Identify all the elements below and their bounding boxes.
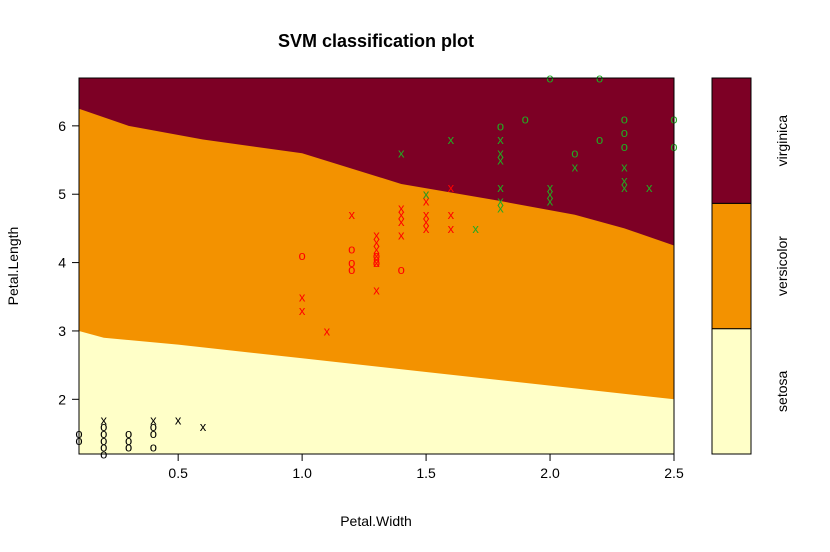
legend-label-versicolor: versicolor	[774, 236, 790, 296]
point-versicolor-support-vector: x	[423, 187, 430, 202]
point-versicolor-support-vector: x	[324, 323, 331, 338]
x-tick-label: 1.5	[416, 465, 436, 481]
point-versicolor-support-vector: x	[373, 235, 380, 250]
y-axis: 2 3 4 5 6	[58, 118, 80, 407]
point-setosa-observation: o	[125, 433, 132, 448]
point-versicolor-observation: o	[373, 255, 380, 270]
point-virginica-support-vector: x	[448, 132, 455, 147]
point-setosa-observation: o	[125, 426, 132, 441]
point-virginica-support-vector: x	[497, 153, 504, 168]
legend-label-virginica: virginica	[774, 115, 790, 167]
point-versicolor-support-vector: x	[373, 282, 380, 297]
point-versicolor-support-vector: x	[348, 207, 355, 222]
point-virginica-observation: o	[522, 112, 529, 127]
y-tick-label: 2	[58, 391, 66, 407]
point-setosa-observation: o	[125, 440, 132, 455]
point-versicolor-observation: o	[348, 255, 355, 270]
point-versicolor-support-vector: x	[448, 180, 455, 195]
point-versicolor-support-vector: x	[423, 221, 430, 236]
y-tick-label: 5	[58, 186, 66, 202]
point-versicolor-observation: o	[398, 262, 405, 277]
point-virginica-observation: o	[621, 139, 628, 154]
point-virginica-observation: o	[571, 146, 578, 161]
x-axis-label: Petal.Width	[340, 513, 412, 529]
point-setosa-support-vector: x	[200, 419, 207, 434]
y-axis-label: Petal.Length	[5, 227, 21, 306]
y-tick-label: 6	[58, 118, 66, 134]
point-virginica-support-vector: x	[472, 221, 479, 236]
point-versicolor-support-vector: x	[373, 255, 380, 270]
color-key-legend: setosa versicolor virginica	[711, 77, 790, 455]
y-tick-label: 3	[58, 323, 66, 339]
legend-swatch-setosa	[711, 328, 752, 455]
legend-swatch-virginica	[711, 77, 752, 204]
point-virginica-observation: o	[621, 112, 628, 127]
x-tick-label: 1.0	[292, 465, 312, 481]
point-setosa-observation: o	[150, 440, 157, 455]
point-virginica-support-vector: x	[497, 194, 504, 209]
legend-swatch-versicolor	[711, 202, 752, 330]
point-versicolor-support-vector: x	[373, 228, 380, 243]
point-setosa-observation: o	[150, 426, 157, 441]
chart-title: SVM classification plot	[278, 31, 474, 51]
point-versicolor-observation: o	[348, 241, 355, 256]
point-versicolor-support-vector: x	[373, 241, 380, 256]
point-virginica-support-vector: x	[547, 194, 554, 209]
point-versicolor-support-vector: x	[423, 207, 430, 222]
point-setosa-observation: o	[100, 433, 107, 448]
point-virginica-observation: o	[596, 132, 603, 147]
point-setosa-support-vector: x	[150, 412, 157, 427]
point-versicolor-support-vector: x	[398, 207, 405, 222]
point-versicolor-support-vector: x	[299, 289, 306, 304]
point-setosa-support-vector: x	[101, 412, 108, 427]
point-versicolor-observation: o	[299, 248, 306, 263]
point-setosa-observation: o	[100, 419, 107, 434]
point-versicolor-observation: o	[348, 262, 355, 277]
point-setosa-support-vector: x	[175, 412, 182, 427]
point-virginica-support-vector: x	[547, 180, 554, 195]
point-virginica-support-vector: x	[547, 187, 554, 202]
x-axis: 0.5 1.0 1.5 2.0 2.5	[168, 453, 684, 481]
point-setosa-observation: o	[100, 426, 107, 441]
point-virginica-support-vector: x	[497, 132, 504, 147]
region-setosa	[79, 330, 674, 454]
point-virginica-support-vector: x	[497, 180, 504, 195]
legend-label-setosa: setosa	[774, 370, 790, 411]
decision-regions	[79, 78, 674, 454]
point-virginica-support-vector: x	[423, 187, 430, 202]
point-versicolor-support-vector: x	[398, 200, 405, 215]
point-setosa-observation: o	[150, 419, 157, 434]
x-tick-label: 2.5	[664, 465, 684, 481]
point-versicolor-support-vector: x	[299, 303, 306, 318]
x-tick-label: 0.5	[168, 465, 188, 481]
point-versicolor-support-vector: x	[398, 214, 405, 229]
point-virginica-support-vector: x	[398, 146, 405, 161]
point-virginica-support-vector: x	[497, 146, 504, 161]
point-setosa-observation: o	[100, 440, 107, 455]
point-virginica-observation: o	[497, 118, 504, 133]
point-versicolor-support-vector: x	[448, 207, 455, 222]
point-virginica-support-vector: x	[621, 180, 628, 195]
point-versicolor-support-vector: x	[373, 248, 380, 263]
point-virginica-support-vector: x	[646, 180, 653, 195]
point-virginica-observation: o	[621, 125, 628, 140]
point-virginica-support-vector: x	[572, 159, 579, 174]
x-tick-label: 2.0	[540, 465, 560, 481]
point-virginica-support-vector: x	[621, 159, 628, 174]
point-versicolor-support-vector: x	[423, 214, 430, 229]
point-versicolor-support-vector: x	[398, 228, 405, 243]
y-tick-label: 4	[58, 255, 66, 271]
point-virginica-support-vector: x	[621, 173, 628, 188]
point-versicolor-support-vector: x	[448, 221, 455, 236]
point-versicolor-observation: o	[373, 248, 380, 263]
point-versicolor-support-vector: x	[423, 194, 430, 209]
point-virginica-support-vector: x	[497, 200, 504, 215]
